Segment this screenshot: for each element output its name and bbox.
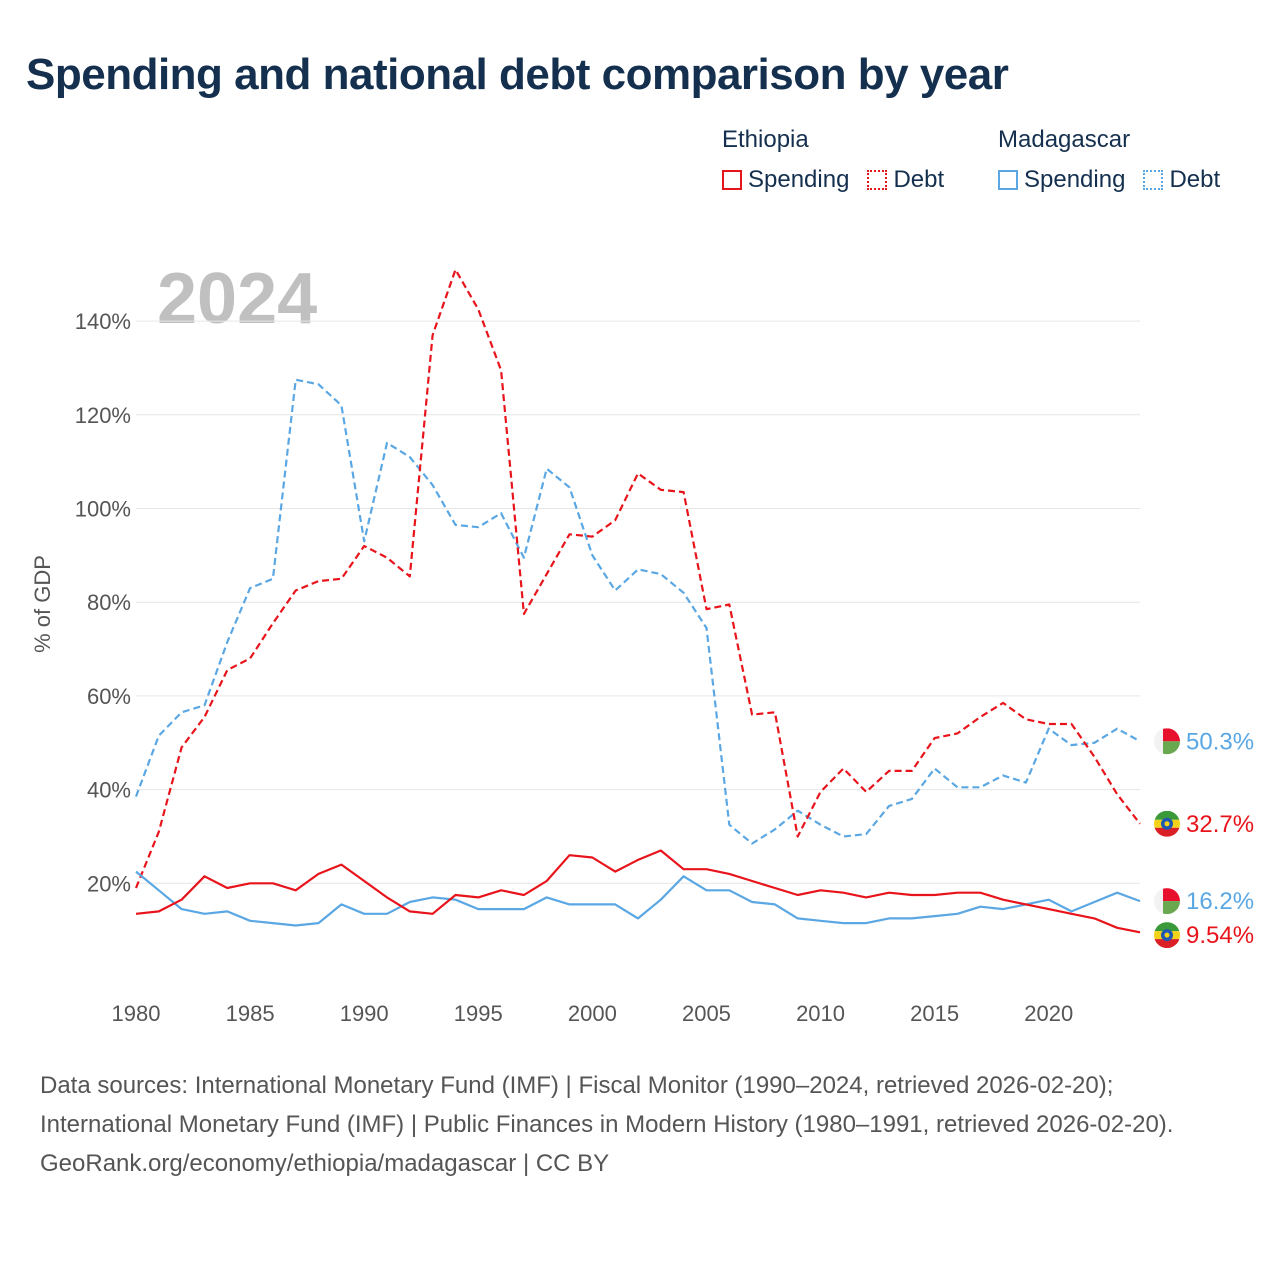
attribution-text: GeoRank.org/economy/ethiopia/madagascar … (40, 1150, 610, 1177)
x-tick-label: 2000 (568, 1001, 617, 1026)
end-value-label: 16.2% (1186, 888, 1254, 915)
madagascar-flag-icon (1154, 728, 1180, 755)
y-tick-label: 120% (75, 403, 131, 428)
legend-label: Spending (748, 166, 850, 193)
year-watermark: 2024 (157, 259, 317, 339)
data-sources: Data sources: International Monetary Fun… (40, 1066, 1240, 1183)
legend-item-madagascar-debt[interactable]: Debt (1143, 166, 1220, 194)
end-labels: 50.3% 32.7% 16.2% 9.54% (1154, 728, 1254, 949)
legend-label: Debt (893, 166, 945, 193)
solid-swatch-icon (998, 170, 1018, 190)
legend-label: Debt (1169, 166, 1221, 193)
series-line-madagascar-debt (134, 378, 1141, 845)
series-line-ethiopia-spending (135, 849, 1141, 934)
legend-item-ethiopia-spending[interactable]: Spending (722, 166, 849, 194)
x-tick-label: 1990 (340, 1001, 389, 1026)
x-axis-ticks: 1980 1985 1990 1995 2000 2005 2010 2015 2020 (112, 1001, 1074, 1026)
y-axis-ticks: 20% 40% 60% 80% 100% 120% 140% (75, 309, 131, 896)
ethiopia-flag-icon (1154, 922, 1180, 949)
sources-text: Data sources: International Monetary Fun… (40, 1072, 1174, 1138)
y-tick-label: 20% (87, 871, 131, 896)
legend-item-madagascar-spending[interactable]: Spending (998, 166, 1125, 194)
x-tick-label: 1985 (226, 1001, 275, 1026)
series-lines (134, 268, 1141, 934)
dotted-swatch-icon (867, 170, 888, 190)
y-tick-label: 40% (87, 778, 131, 803)
chart-title: Spending and national debt comparison by… (26, 50, 1009, 99)
x-tick-label: 1980 (112, 1001, 161, 1026)
x-tick-label: 1995 (454, 1001, 503, 1026)
y-tick-label: 60% (87, 684, 131, 709)
chart-plot: 2024 20%40%60%80%100%120%140% 1980 1985 19… (30, 259, 1254, 1026)
legend-country-madagascar: Madagascar (998, 126, 1131, 153)
y-tick-label: 140% (75, 309, 131, 334)
legend-country-ethiopia: Ethiopia (722, 126, 809, 153)
series-line-ethiopia-debt (134, 268, 1141, 889)
solid-swatch-icon (722, 170, 742, 190)
x-tick-label: 2005 (682, 1001, 731, 1026)
legend-label: Spending (1024, 166, 1126, 193)
y-tick-label: 100% (75, 497, 131, 522)
dotted-swatch-icon (1143, 170, 1164, 190)
gridlines (136, 320, 1140, 884)
x-tick-label: 2010 (796, 1001, 845, 1026)
legend-group-ethiopia: Ethiopia Spending Debt (722, 124, 962, 194)
legend-item-ethiopia-debt[interactable]: Debt (867, 166, 944, 194)
end-value-label: 50.3% (1186, 728, 1254, 755)
madagascar-flag-icon (1154, 888, 1180, 915)
y-tick-label: 80% (87, 590, 131, 615)
x-tick-label: 2015 (910, 1001, 959, 1026)
end-value-label: 32.7% (1186, 811, 1254, 838)
y-axis-label: % of GDP (30, 555, 55, 653)
x-tick-label: 2020 (1024, 1001, 1073, 1026)
legend-group-madagascar: Madagascar Spending Debt (998, 124, 1238, 194)
series-line-madagascar-spending (135, 870, 1141, 927)
ethiopia-flag-icon (1154, 810, 1180, 837)
end-value-label: 9.54% (1186, 922, 1254, 949)
